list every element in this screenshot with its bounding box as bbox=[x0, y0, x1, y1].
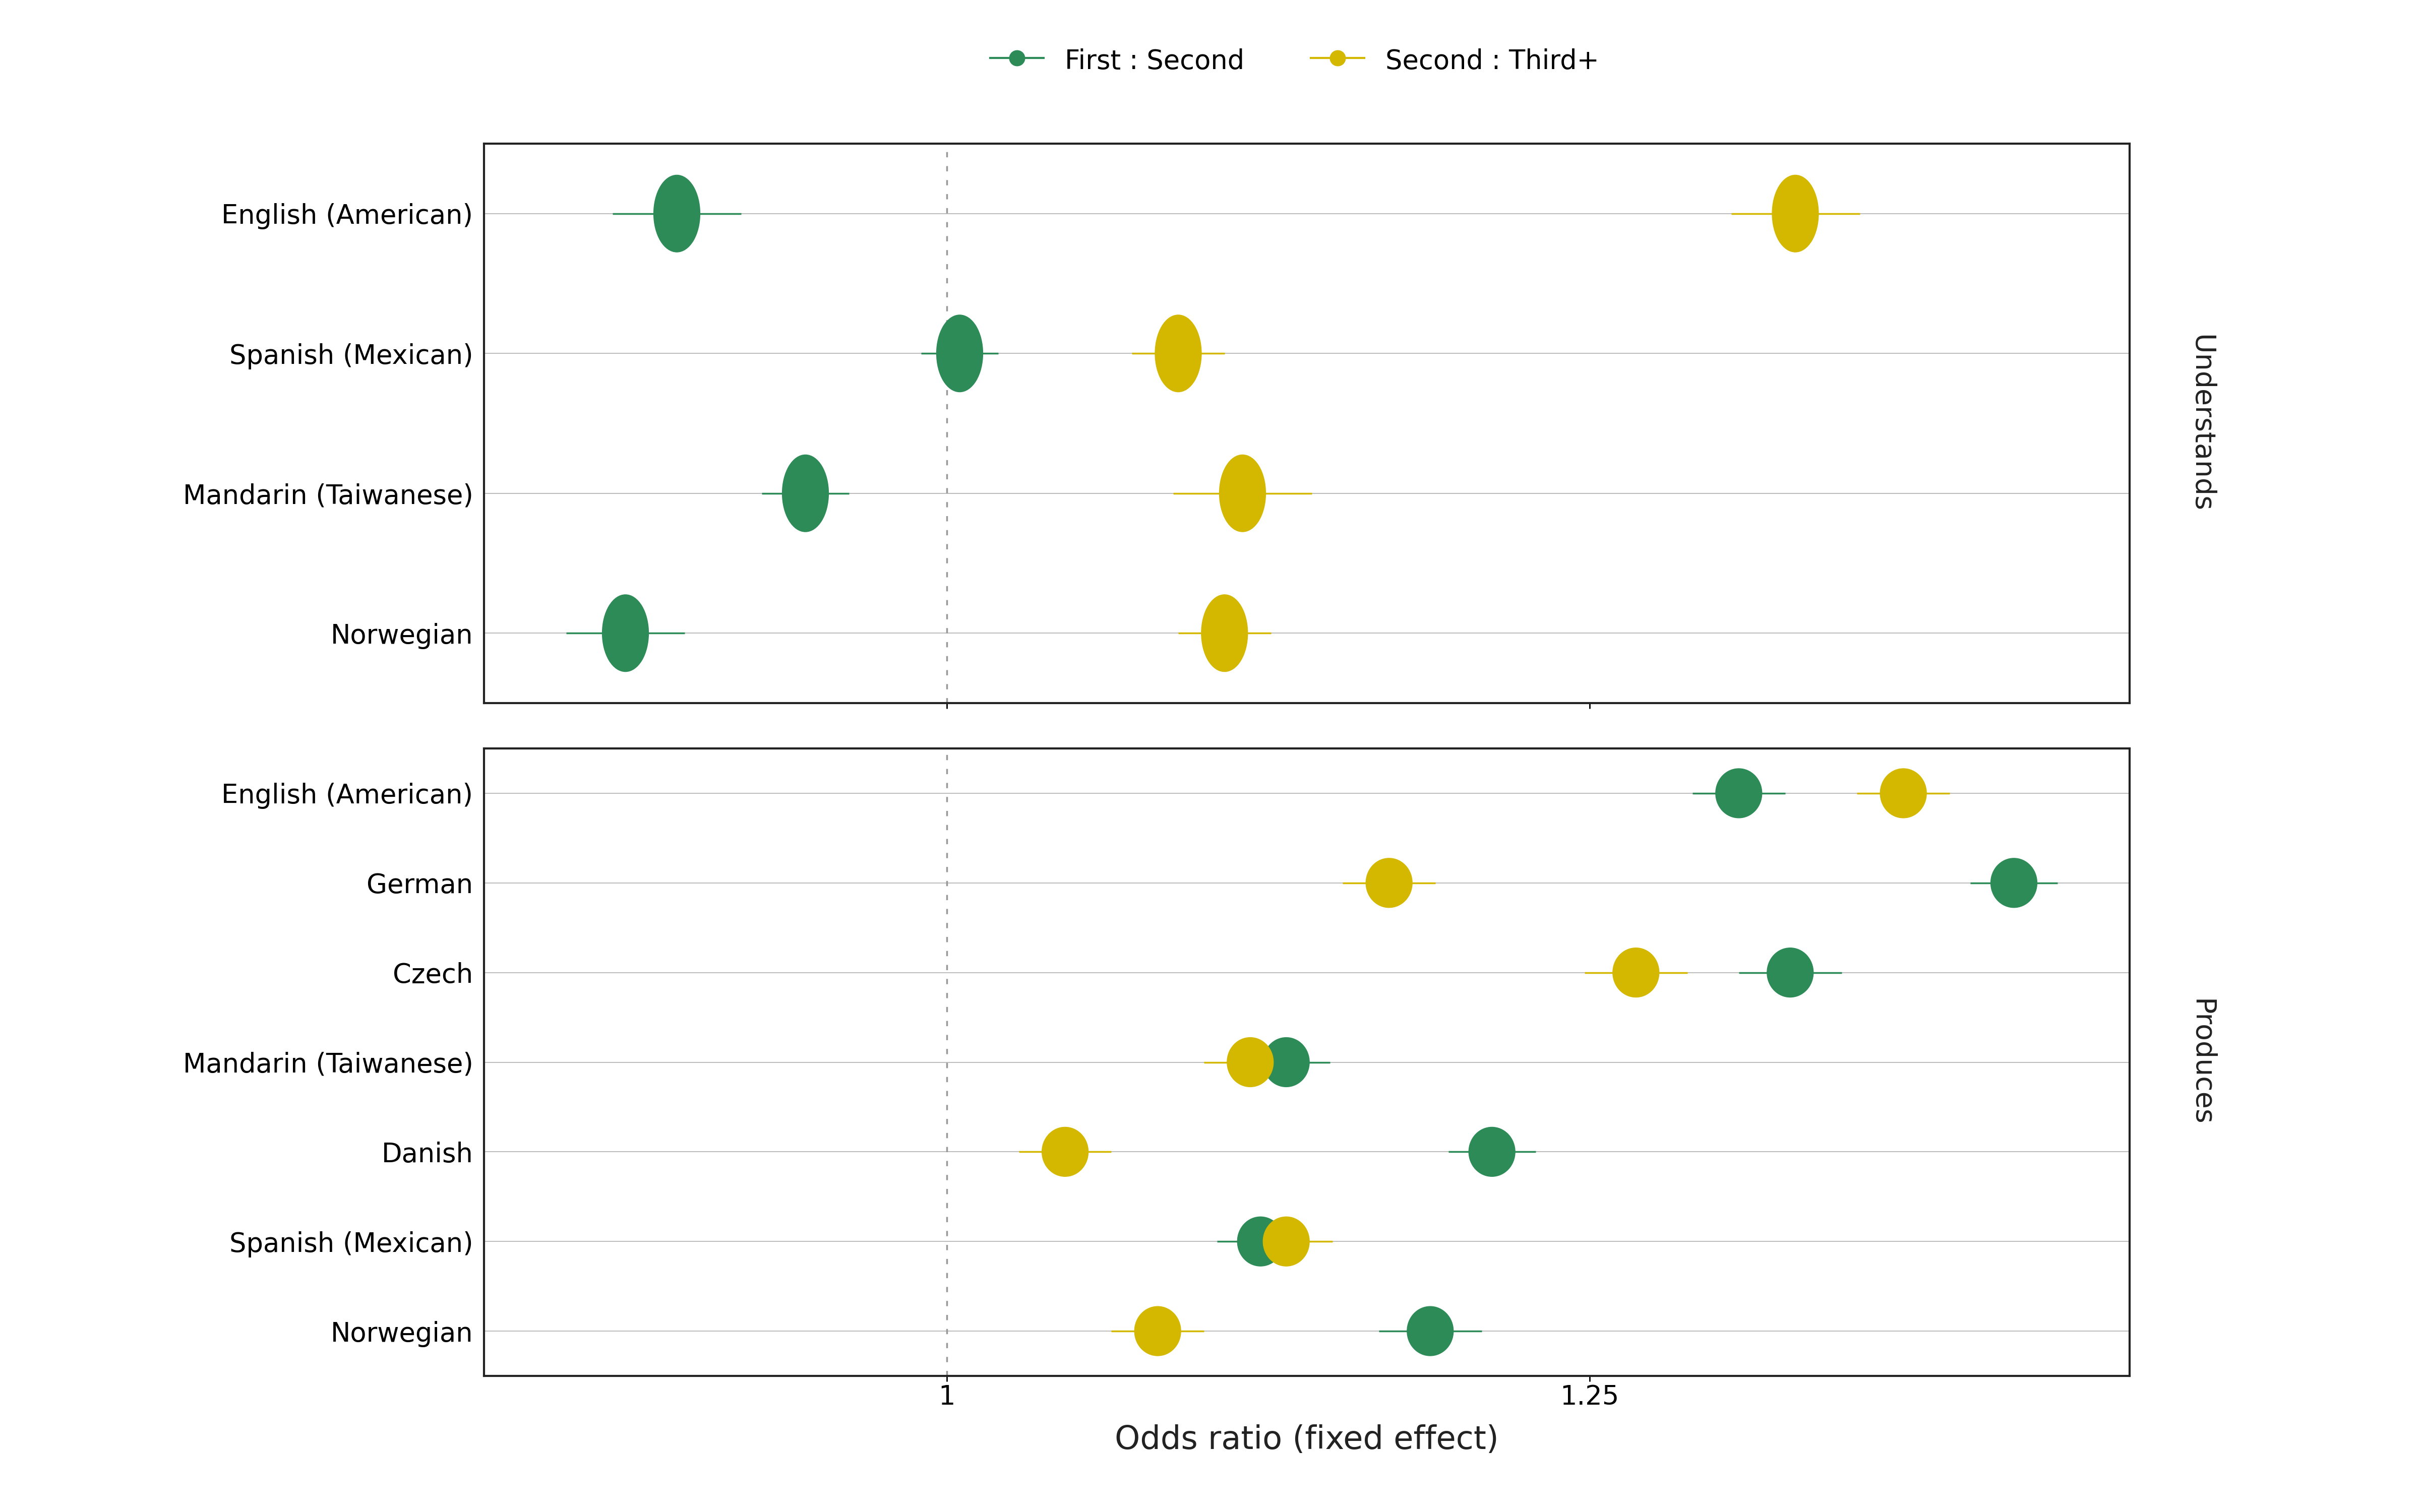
Ellipse shape bbox=[1406, 1306, 1454, 1356]
Ellipse shape bbox=[1237, 1217, 1283, 1266]
Ellipse shape bbox=[1154, 314, 1200, 392]
Ellipse shape bbox=[1135, 1306, 1181, 1356]
Ellipse shape bbox=[1227, 1037, 1273, 1087]
Ellipse shape bbox=[603, 594, 649, 671]
X-axis label: Odds ratio (fixed effect): Odds ratio (fixed effect) bbox=[1116, 1424, 1498, 1456]
Ellipse shape bbox=[937, 314, 983, 392]
Text: Understands: Understands bbox=[2188, 334, 2214, 513]
Ellipse shape bbox=[1200, 594, 1249, 671]
Ellipse shape bbox=[1716, 768, 1762, 818]
Ellipse shape bbox=[1992, 859, 2038, 907]
Ellipse shape bbox=[1880, 768, 1926, 818]
Ellipse shape bbox=[1612, 948, 1660, 998]
Ellipse shape bbox=[1365, 859, 1413, 907]
Ellipse shape bbox=[653, 175, 699, 253]
Ellipse shape bbox=[1220, 455, 1266, 532]
Text: Produces: Produces bbox=[2188, 999, 2214, 1125]
Ellipse shape bbox=[1771, 175, 1817, 253]
Ellipse shape bbox=[1263, 1217, 1309, 1266]
Ellipse shape bbox=[1263, 1037, 1309, 1087]
Ellipse shape bbox=[1043, 1126, 1089, 1176]
Ellipse shape bbox=[1469, 1126, 1515, 1176]
Ellipse shape bbox=[1767, 948, 1813, 998]
Ellipse shape bbox=[782, 455, 828, 532]
Legend: First : Second, Second : Third+: First : Second, Second : Third+ bbox=[980, 36, 1609, 85]
